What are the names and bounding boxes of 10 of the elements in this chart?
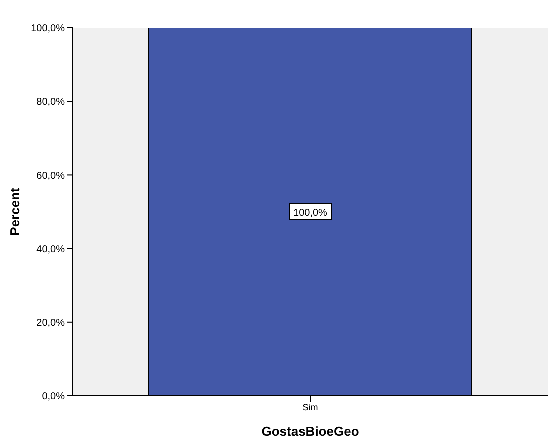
x-axis-title: GostasBioeGeo — [262, 424, 360, 439]
y-axis-title: Percent — [8, 187, 23, 236]
y-tick-label: 100,0% — [31, 24, 66, 35]
data-label: 100,0% — [294, 208, 328, 219]
y-tick-label: 40,0% — [36, 244, 66, 256]
x-tick-label: Sim — [302, 402, 318, 412]
y-tick-label: 0,0% — [42, 392, 66, 403]
y-tick-label: 80,0% — [36, 97, 66, 108]
y-tick-label: 20,0% — [36, 318, 66, 329]
y-tick-label: 60,0% — [36, 170, 66, 182]
